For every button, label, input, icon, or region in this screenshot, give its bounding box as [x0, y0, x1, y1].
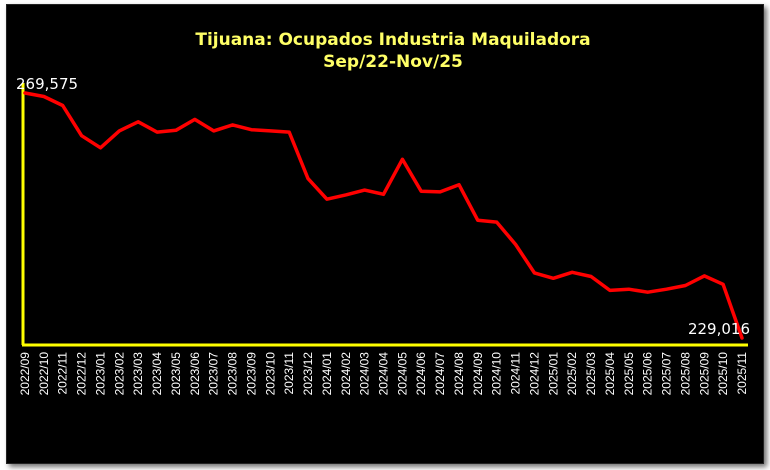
x-tick-label: 2025/07 [660, 352, 674, 396]
data-point [363, 189, 366, 191]
x-tick-label: 2025/04 [603, 352, 617, 396]
x-tick-label: 2023/03 [131, 352, 145, 396]
data-point [552, 277, 555, 280]
data-point [533, 272, 536, 274]
data-point [382, 193, 385, 196]
x-tick-label: 2023/01 [93, 352, 107, 396]
data-point [420, 190, 423, 193]
data-point [137, 121, 139, 123]
x-tick-label: 2023/09 [244, 352, 258, 396]
x-tick-label: 2024/09 [471, 352, 485, 396]
data-point [80, 134, 83, 137]
data-point [684, 284, 687, 287]
x-tick-label: 2025/11 [735, 352, 749, 395]
data-point [269, 130, 272, 132]
x-tick-label: 2022/09 [18, 352, 32, 396]
data-point [722, 283, 724, 286]
x-tick-label: 2024/08 [452, 352, 466, 396]
x-tick-label: 2025/08 [678, 352, 692, 396]
data-point [194, 118, 196, 121]
data-point [495, 221, 498, 223]
x-tick-label: 2024/12 [527, 352, 541, 396]
data-point [43, 95, 45, 98]
data-point [61, 104, 64, 107]
series-line [23, 91, 744, 340]
data-label-last: 229,016 [688, 320, 750, 338]
data-point [514, 243, 517, 246]
data-point [250, 128, 253, 131]
x-tick-label: 2024/04 [377, 352, 391, 396]
data-point [231, 124, 234, 126]
x-tick-label: 2023/11 [282, 352, 296, 395]
x-tick-label: 2024/06 [414, 352, 428, 396]
data-point [24, 92, 26, 94]
data-point [401, 158, 404, 161]
x-tick-label: 2025/03 [584, 352, 598, 396]
data-point [156, 131, 158, 133]
data-point [703, 275, 706, 277]
x-tick-label: 2023/12 [301, 352, 315, 396]
x-tick-label: 2024/07 [433, 352, 447, 396]
axes [21, 83, 748, 347]
data-labels: 269,575 229,016 [16, 75, 750, 338]
x-tick-label: 2023/10 [263, 352, 277, 396]
x-tick-label: 2024/10 [490, 352, 504, 396]
data-point [741, 337, 743, 339]
x-tick-label: 2022/12 [75, 352, 89, 396]
x-tick-label: 2022/11 [56, 352, 70, 395]
x-tick-label: 2023/07 [207, 352, 221, 396]
data-point [288, 131, 291, 133]
data-point [212, 130, 215, 132]
data-point [665, 288, 668, 291]
x-tick-label: 2025/02 [565, 352, 579, 396]
x-tick-label: 2024/05 [395, 352, 409, 396]
data-point [345, 194, 347, 196]
line-chart: Tijuana: Ocupados Industria Maquiladora … [16, 30, 750, 396]
chart-subtitle: Sep/22-Nov/25 [323, 52, 463, 72]
x-tick-label: 2024/03 [358, 352, 372, 396]
x-tick-label: 2025/06 [641, 352, 655, 396]
data-point [628, 288, 630, 291]
data-point [646, 291, 649, 294]
data-point [326, 198, 328, 200]
x-tick-label: 2023/06 [188, 352, 202, 396]
series-polyline [23, 91, 744, 340]
x-tick-labels: 2022/09 2022/10 2022/11 2022/12 2023/01 2023/… [18, 352, 749, 396]
x-tick-label: 2024/02 [339, 352, 353, 396]
x-tick-label: 2023/02 [112, 352, 126, 396]
chart-title: Tijuana: Ocupados Industria Maquiladora [195, 30, 590, 50]
data-point [458, 183, 460, 186]
data-point [175, 129, 177, 132]
data-point [477, 219, 479, 222]
x-tick-label: 2025/05 [622, 352, 636, 396]
x-tick-label: 2024/11 [509, 352, 523, 395]
data-label-first: 269,575 [16, 75, 78, 93]
x-tick-label: 2022/10 [37, 352, 51, 396]
chart-panel: Tijuana: Ocupados Industria Maquiladora … [6, 4, 764, 464]
x-tick-label: 2025/01 [546, 352, 560, 396]
x-tick-label: 2023/08 [226, 352, 240, 396]
data-point [99, 147, 102, 149]
data-point [439, 191, 441, 193]
data-point [571, 271, 573, 274]
x-tick-label: 2024/01 [320, 352, 334, 396]
x-tick-label: 2023/04 [150, 352, 164, 396]
data-point [307, 177, 309, 180]
x-tick-label: 2023/05 [169, 352, 183, 396]
data-point [118, 130, 121, 132]
data-point [590, 275, 592, 278]
x-tick-label: 2025/10 [716, 352, 730, 396]
data-point [609, 289, 611, 292]
x-tick-label: 2025/09 [697, 352, 711, 396]
